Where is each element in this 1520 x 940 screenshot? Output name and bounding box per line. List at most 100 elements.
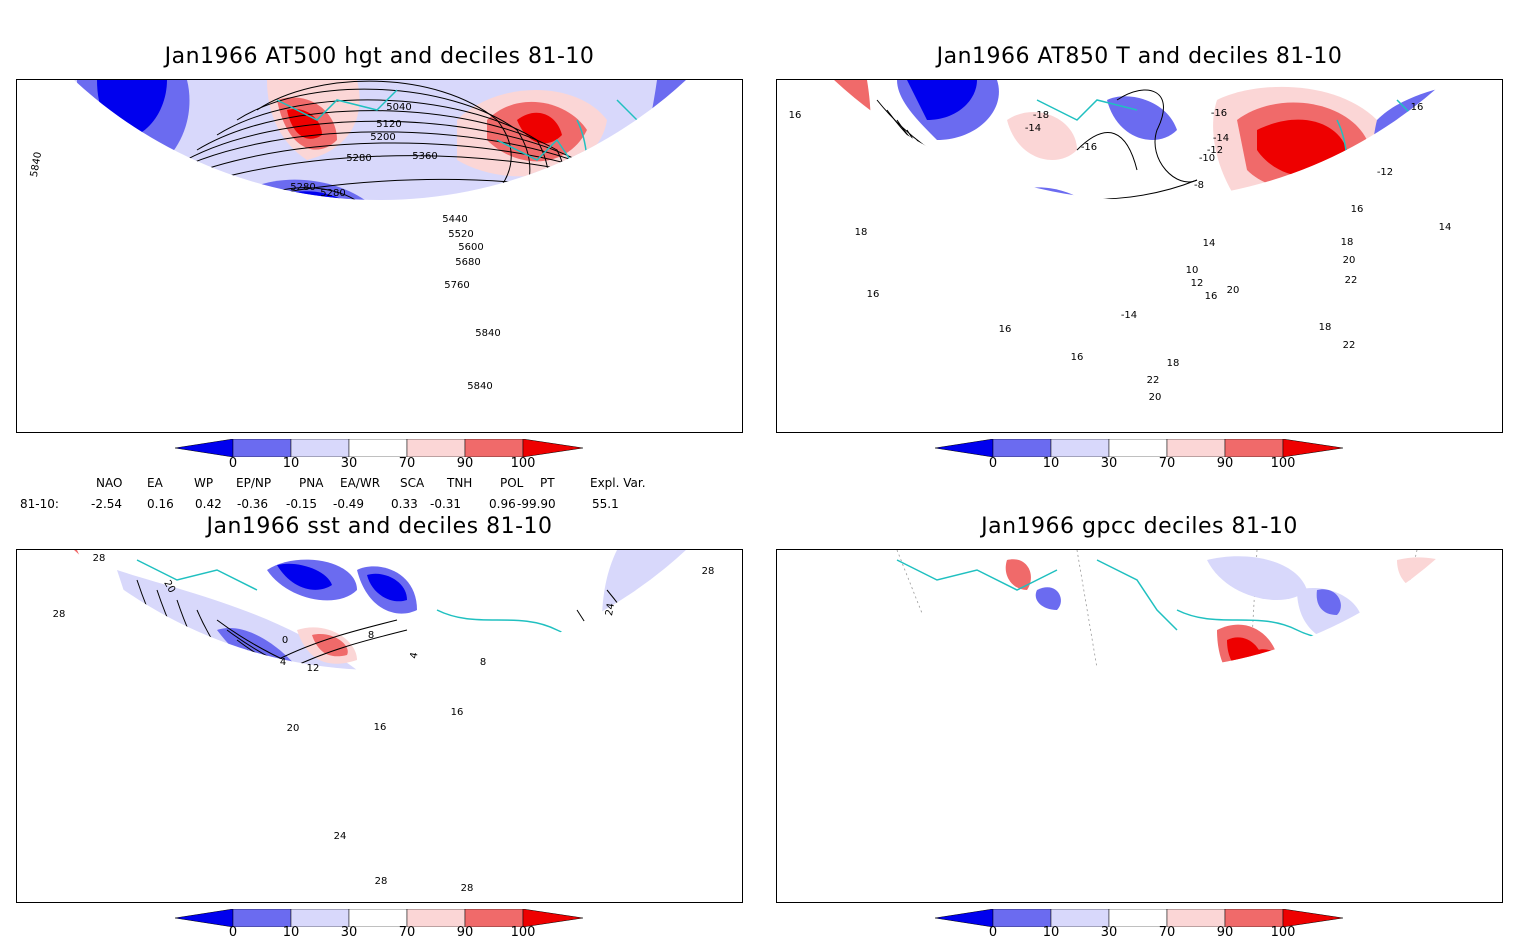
map-panel-hgt500: 5840 5040 5120 5200 5280 5360 5280 5280 … bbox=[16, 79, 743, 433]
contour-label: 0 bbox=[282, 635, 288, 646]
map-panel-gpcc bbox=[776, 549, 1503, 903]
contour-label: 5440 bbox=[442, 214, 467, 225]
index-header: PNA bbox=[299, 476, 324, 490]
colorbar-tick: 10 bbox=[1042, 456, 1060, 471]
panel-title-hgt500: Jan1966 AT500 hgt and deciles 81-10 bbox=[164, 44, 595, 69]
contour-label: 22 bbox=[1147, 375, 1160, 386]
contour-label: 14 bbox=[1203, 238, 1216, 249]
colorbar-swatches bbox=[934, 908, 1344, 928]
contour-label: -16 bbox=[1211, 108, 1227, 119]
panel-title-t850: Jan1966 AT850 T and deciles 81-10 bbox=[936, 44, 1343, 69]
index-value-sca: 0.33 bbox=[391, 497, 418, 511]
contour-label: 16 bbox=[1351, 204, 1364, 215]
index-value-epnp: -0.36 bbox=[237, 497, 269, 511]
contour-label: -14 bbox=[1025, 123, 1041, 134]
contour-label: -12 bbox=[1377, 167, 1393, 178]
colorbar-tick: 10 bbox=[282, 456, 300, 471]
contour-label: 14 bbox=[1439, 222, 1452, 233]
contour-label: 5840 bbox=[475, 328, 500, 339]
contour-label: 8 bbox=[368, 630, 374, 641]
contour-label: 10 bbox=[1186, 265, 1199, 276]
index-value-nao: -2.54 bbox=[91, 497, 123, 511]
contour-label: 5680 bbox=[455, 257, 480, 268]
contour-label: 4 bbox=[280, 657, 286, 668]
map-panel-t850: 16 16 -18 -14 -16 -14 -12 -10 -8 -16 -12… bbox=[776, 79, 1503, 433]
contour-label: 18 bbox=[1319, 322, 1332, 333]
index-value-ea: 0.16 bbox=[147, 497, 174, 511]
colorbar-tick: 0 bbox=[228, 925, 238, 940]
contour-label: 12 bbox=[1191, 278, 1204, 289]
index-header: NAO bbox=[96, 476, 123, 490]
contour-label: 16 bbox=[789, 110, 802, 121]
contour-labels-hgt500: 5840 5040 5120 5200 5280 5360 5280 5280 … bbox=[29, 102, 501, 392]
contour-labels-t850: 16 16 -18 -14 -16 -14 -12 -10 -8 -16 -12… bbox=[789, 102, 1452, 403]
colorbar-tick: 90 bbox=[1216, 456, 1234, 471]
colorbar-tick: 90 bbox=[456, 456, 474, 471]
index-value-explvar: 55.1 bbox=[592, 497, 619, 511]
colorbar-tick: 90 bbox=[456, 925, 474, 940]
index-value-pt: -99.90 bbox=[517, 497, 556, 511]
contour-label: 16 bbox=[1411, 102, 1424, 113]
index-header: PT bbox=[540, 476, 555, 490]
contour-label: 16 bbox=[1205, 291, 1218, 302]
colorbar-tick: 100 bbox=[1270, 925, 1296, 940]
index-header: SCA bbox=[400, 476, 425, 490]
contour-label: 5200 bbox=[370, 132, 395, 143]
index-header: Expl. Var. bbox=[590, 476, 646, 490]
contour-label: 20 bbox=[287, 723, 300, 734]
colorbar-tick: 100 bbox=[1270, 456, 1296, 471]
contour-label: -10 bbox=[1199, 153, 1215, 164]
colorbar-tick: 70 bbox=[398, 456, 416, 471]
contour-label: 18 bbox=[855, 227, 868, 238]
colorbar-tick: 30 bbox=[1100, 925, 1118, 940]
contour-label: 4 bbox=[409, 651, 421, 659]
index-header: EA bbox=[147, 476, 163, 490]
index-value-pol: 0.96 bbox=[489, 497, 516, 511]
colorbar-tick: 70 bbox=[398, 925, 416, 940]
index-header: TNH bbox=[447, 476, 473, 490]
colorbar-tick: 0 bbox=[228, 456, 238, 471]
contour-label: 24 bbox=[334, 831, 347, 842]
index-header: EP/NP bbox=[236, 476, 272, 490]
colorbar-tick: 70 bbox=[1158, 925, 1176, 940]
colorbar-tick: 30 bbox=[1100, 456, 1118, 471]
contour-label: -12 bbox=[1207, 145, 1223, 156]
contour-label: 28 bbox=[461, 883, 474, 894]
index-value-wp: 0.42 bbox=[195, 497, 222, 511]
colorbar-tick: 30 bbox=[340, 925, 358, 940]
colorbar-tick: 0 bbox=[988, 456, 998, 471]
contour-label: 5120 bbox=[376, 119, 401, 130]
colorbar-tick: 0 bbox=[988, 925, 998, 940]
contour-label: 16 bbox=[867, 289, 880, 300]
colorbar-t850: 0 10 30 70 90 100 bbox=[934, 438, 1345, 477]
map-panel-sst: 28 28 20 0 4 8 12 16 20 24 28 28 24 28 1… bbox=[16, 549, 743, 903]
contour-label: 28 bbox=[93, 553, 106, 564]
colorbar-sst: 0 10 30 70 90 100 bbox=[174, 908, 585, 940]
contour-label: 5360 bbox=[412, 151, 437, 162]
colorbar-swatches bbox=[174, 438, 584, 458]
panel-title-sst: Jan1966 sst and deciles 81-10 bbox=[206, 514, 553, 539]
colorbar-tick: 100 bbox=[510, 925, 536, 940]
contour-label: 8 bbox=[480, 657, 486, 668]
index-value-pna: -0.15 bbox=[286, 497, 318, 511]
index-row-label: 81-10: bbox=[20, 497, 59, 511]
colorbar-gpcc: 0 10 30 70 90 100 bbox=[934, 908, 1345, 940]
contour-label: 16 bbox=[451, 707, 464, 718]
contour-label: -18 bbox=[1033, 110, 1049, 121]
contour-label: 18 bbox=[1167, 358, 1180, 369]
contour-label: 5280 bbox=[320, 188, 345, 199]
contour-label: 5600 bbox=[458, 242, 483, 253]
contour-label: -16 bbox=[1081, 142, 1097, 153]
contour-label: -14 bbox=[1121, 310, 1137, 321]
index-header: EA/WR bbox=[340, 476, 381, 490]
index-header: POL bbox=[500, 476, 524, 490]
contour-label: 22 bbox=[1343, 340, 1356, 351]
contour-labels-sst: 28 28 20 0 4 8 12 16 20 24 28 28 24 28 1… bbox=[53, 553, 715, 894]
contour-label: 20 bbox=[1343, 255, 1356, 266]
contour-label: 5280 bbox=[290, 182, 315, 193]
colorbar-tick: 30 bbox=[340, 456, 358, 471]
index-value-eawr: -0.49 bbox=[333, 497, 365, 511]
index-value-tnh: -0.31 bbox=[430, 497, 462, 511]
contour-label: 22 bbox=[1345, 275, 1358, 286]
colorbar-hgt500: 0 10 30 70 90 100 bbox=[174, 438, 585, 477]
